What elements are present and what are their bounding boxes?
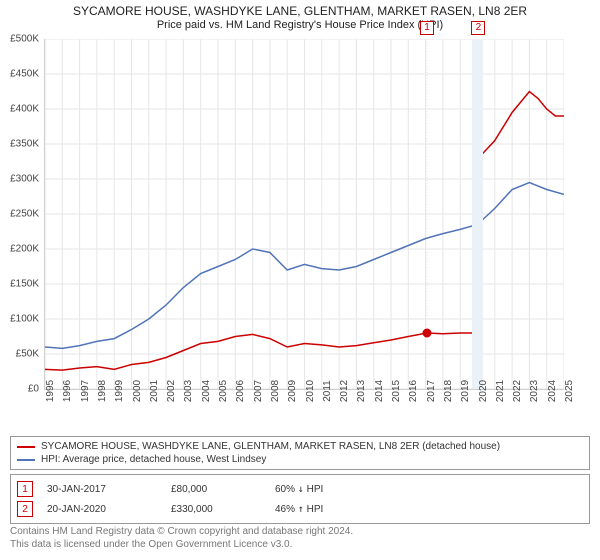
chart-flag: 2 (471, 21, 485, 35)
x-tick-label: 2011 (322, 380, 333, 402)
x-tick-label: 1996 (62, 380, 73, 402)
events-box: 1 30-JAN-2017 £80,000 60% ↓ HPI 2 20-JAN… (10, 474, 590, 524)
event-flag: 1 (17, 481, 33, 497)
event-date: 30-JAN-2017 (47, 484, 157, 495)
title-line1: SYCAMORE HOUSE, WASHDYKE LANE, GLENTHAM,… (0, 4, 600, 18)
x-tick-label: 2005 (218, 380, 229, 402)
x-tick-label: 2007 (253, 380, 264, 402)
event-flag: 2 (17, 501, 33, 517)
arrow-up-icon: ↑ (298, 504, 304, 515)
x-tick-label: 2018 (443, 380, 454, 402)
x-tick-label: 2022 (512, 380, 523, 402)
event-row: 1 30-JAN-2017 £80,000 60% ↓ HPI (17, 479, 583, 499)
x-tick-label: 2023 (529, 380, 540, 402)
x-tick-label: 2012 (339, 380, 350, 402)
chart-titles: SYCAMORE HOUSE, WASHDYKE LANE, GLENTHAM,… (0, 0, 600, 33)
legend-label: HPI: Average price, detached house, West… (41, 454, 266, 465)
event-date: 20-JAN-2020 (47, 504, 157, 515)
x-tick-label: 1999 (114, 380, 125, 402)
y-tick-label: £200K (10, 244, 39, 255)
x-tick-label: 2014 (374, 380, 385, 402)
legend-label: SYCAMORE HOUSE, WASHDYKE LANE, GLENTHAM,… (41, 441, 500, 452)
x-tick-label: 1998 (97, 380, 108, 402)
event-row: 2 20-JAN-2020 £330,000 46% ↑ HPI (17, 499, 583, 519)
x-tick-label: 2003 (183, 380, 194, 402)
attribution: Contains HM Land Registry data © Crown c… (10, 526, 590, 551)
legend-item: SYCAMORE HOUSE, WASHDYKE LANE, GLENTHAM,… (17, 440, 583, 453)
y-tick-label: £300K (10, 174, 39, 185)
x-tick-label: 2010 (305, 380, 316, 402)
x-tick-label: 2006 (235, 380, 246, 402)
x-tick-label: 2013 (356, 380, 367, 402)
attribution-line: This data is licensed under the Open Gov… (10, 539, 590, 552)
x-tick-label: 2002 (166, 380, 177, 402)
legend-swatch (17, 446, 35, 448)
x-tick-label: 2020 (478, 380, 489, 402)
x-tick-label: 2017 (426, 380, 437, 402)
x-tick-label: 2008 (270, 380, 281, 402)
x-tick-label: 2025 (564, 380, 575, 402)
y-tick-label: £100K (10, 314, 39, 325)
y-tick-label: £450K (10, 69, 39, 80)
event-marker (423, 329, 431, 337)
x-tick-label: 2024 (547, 380, 558, 402)
highlight-band (472, 39, 482, 389)
x-tick-label: 2000 (132, 380, 143, 402)
price-chart: £0£50K£100K£150K£200K£250K£300K£350K£400… (44, 39, 564, 390)
y-tick-label: £150K (10, 279, 39, 290)
event-delta: 46% ↑ HPI (275, 504, 323, 515)
event-price: £80,000 (171, 484, 261, 495)
x-tick-label: 2004 (201, 380, 212, 402)
x-tick-label: 2009 (287, 380, 298, 402)
y-tick-label: £500K (10, 34, 39, 45)
attribution-line: Contains HM Land Registry data © Crown c… (10, 526, 590, 539)
legend-box: SYCAMORE HOUSE, WASHDYKE LANE, GLENTHAM,… (10, 436, 590, 470)
x-tick-label: 2015 (391, 380, 402, 402)
event-price: £330,000 (171, 504, 261, 515)
y-tick-label: £250K (10, 209, 39, 220)
arrow-down-icon: ↓ (298, 484, 304, 495)
x-tick-label: 1997 (80, 380, 91, 402)
legend-item: HPI: Average price, detached house, West… (17, 453, 583, 466)
x-tick-label: 2001 (149, 380, 160, 402)
y-tick-label: £0 (28, 384, 39, 395)
x-tick-label: 2021 (495, 380, 506, 402)
chart-flag: 1 (420, 21, 434, 35)
chart-svg (45, 39, 564, 389)
event-delta: 60% ↓ HPI (275, 484, 323, 495)
title-line2: Price paid vs. HM Land Registry's House … (0, 19, 600, 31)
y-tick-label: £50K (16, 349, 39, 360)
x-tick-label: 1995 (45, 380, 56, 402)
y-axis: £0£50K£100K£150K£200K£250K£300K£350K£400… (1, 39, 45, 389)
x-tick-label: 2019 (460, 380, 471, 402)
legend-swatch (17, 459, 35, 461)
y-tick-label: £400K (10, 104, 39, 115)
y-tick-label: £350K (10, 139, 39, 150)
x-axis: 1995199619971998199920002001200220032004… (45, 389, 564, 433)
x-tick-label: 2016 (408, 380, 419, 402)
